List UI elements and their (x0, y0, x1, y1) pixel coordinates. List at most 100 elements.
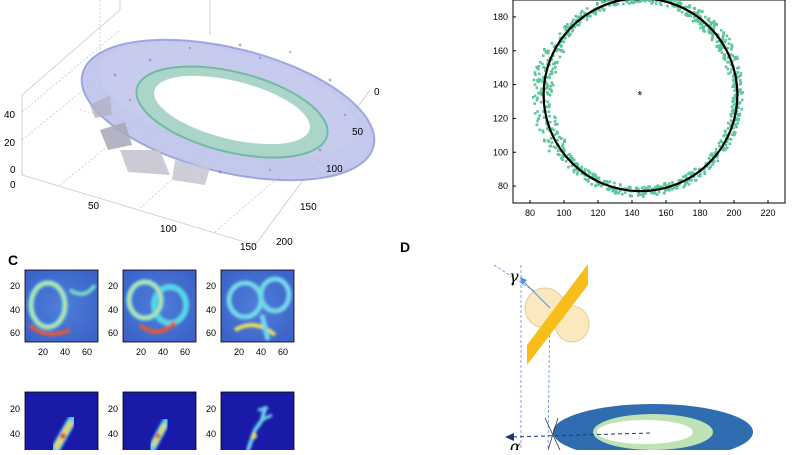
ring-point (538, 114, 541, 118)
ring-point (586, 169, 590, 172)
ring-point (679, 2, 683, 5)
ring-point (732, 108, 735, 111)
ring-point (716, 33, 720, 37)
ring-point (731, 85, 735, 88)
center-marker: * (638, 89, 643, 103)
ring-point (556, 131, 559, 135)
ring-point (569, 156, 572, 160)
panel-a-ytick-2: 0 (10, 165, 16, 176)
ring-point (732, 103, 736, 106)
ring-point (729, 113, 733, 116)
ring-point (550, 58, 554, 61)
ring-point (568, 153, 572, 156)
ring-point (696, 20, 700, 23)
ring-point (736, 71, 740, 74)
ring-point (667, 0, 671, 3)
ring-point (701, 10, 704, 13)
ring-point (586, 178, 590, 182)
ring-point (636, 0, 640, 4)
ring-point (554, 123, 557, 126)
ring-point (728, 37, 731, 41)
ring-point (561, 40, 564, 44)
ring-point (679, 178, 683, 182)
ring-point (531, 95, 535, 99)
panel-a-ytick-1: 20 (4, 138, 16, 149)
ring-point (709, 165, 712, 169)
ring-point (651, 187, 654, 191)
ring-gray-fragments (90, 95, 210, 185)
ring-point (539, 78, 542, 82)
ring-point (629, 194, 633, 198)
ring-point (539, 60, 542, 64)
ring-point (580, 168, 583, 172)
heatmap-top-2 (122, 269, 197, 343)
ring-point (536, 79, 540, 83)
ring-point (711, 21, 714, 25)
ring-texture-speckle (113, 43, 347, 174)
ring-point (533, 83, 537, 86)
ring-point (692, 175, 696, 179)
ring-point (711, 34, 715, 38)
ring-point (550, 141, 554, 144)
ring-point (699, 20, 702, 24)
panel-a-ztick-3: 150 (300, 202, 317, 213)
c-bot1-ytick-0: 20 (10, 404, 20, 414)
ring-point (608, 180, 612, 183)
ring-point (543, 66, 547, 70)
heatmap-bottom-3 (220, 391, 295, 453)
panel-a-xtick-1: 50 (88, 201, 100, 212)
ring-point (572, 170, 576, 174)
ring-point (629, 0, 633, 2)
ring-point (739, 80, 743, 84)
ring-point (696, 17, 700, 21)
ring-point (651, 191, 655, 195)
tilt-line-1 (544, 417, 561, 451)
ring-point (543, 87, 547, 91)
ring-point (566, 32, 570, 36)
ring-point (707, 156, 711, 160)
ring-point (683, 182, 687, 186)
ring-point (658, 2, 662, 5)
ring-point (735, 113, 739, 116)
ring-point (667, 188, 671, 192)
ring-point (535, 66, 539, 70)
ring-point (547, 110, 551, 114)
ring-point (553, 44, 557, 47)
ring-point (731, 100, 734, 103)
ring-point (711, 163, 714, 166)
c-top1-xtick-1: 40 (60, 347, 70, 357)
ring-point (535, 97, 539, 101)
ring-point (710, 152, 713, 156)
ring-point (546, 91, 549, 94)
ring-point (597, 176, 601, 180)
ring-point (538, 128, 542, 132)
ring-point (656, 193, 659, 196)
ring-point (677, 179, 681, 182)
ring-point (585, 7, 589, 10)
ring-point (722, 148, 725, 151)
ring-point (723, 53, 727, 56)
c-bot3-ytick-1: 40 (206, 429, 216, 439)
ring-point (539, 93, 543, 96)
ring-point (564, 28, 568, 32)
ring-point (545, 75, 549, 79)
ring-point (724, 38, 728, 42)
ring-point (594, 184, 598, 188)
ring-point (671, 181, 674, 184)
panel-d-schematic: D γ α (400, 239, 753, 455)
ring-point (579, 14, 583, 18)
c-top3-xtick-1: 40 (256, 347, 266, 357)
ring-point (622, 2, 625, 6)
ring-point (690, 173, 693, 177)
ring-point (643, 192, 646, 196)
ring-point (689, 178, 693, 182)
ring-point (591, 11, 594, 14)
ring-point (539, 90, 543, 94)
ring-point (571, 28, 575, 32)
ring-point (594, 10, 598, 13)
ring-point (605, 180, 608, 183)
ring-point (724, 143, 728, 147)
ring-point (553, 120, 557, 123)
ring-point (732, 99, 736, 102)
ring-point (731, 54, 734, 57)
